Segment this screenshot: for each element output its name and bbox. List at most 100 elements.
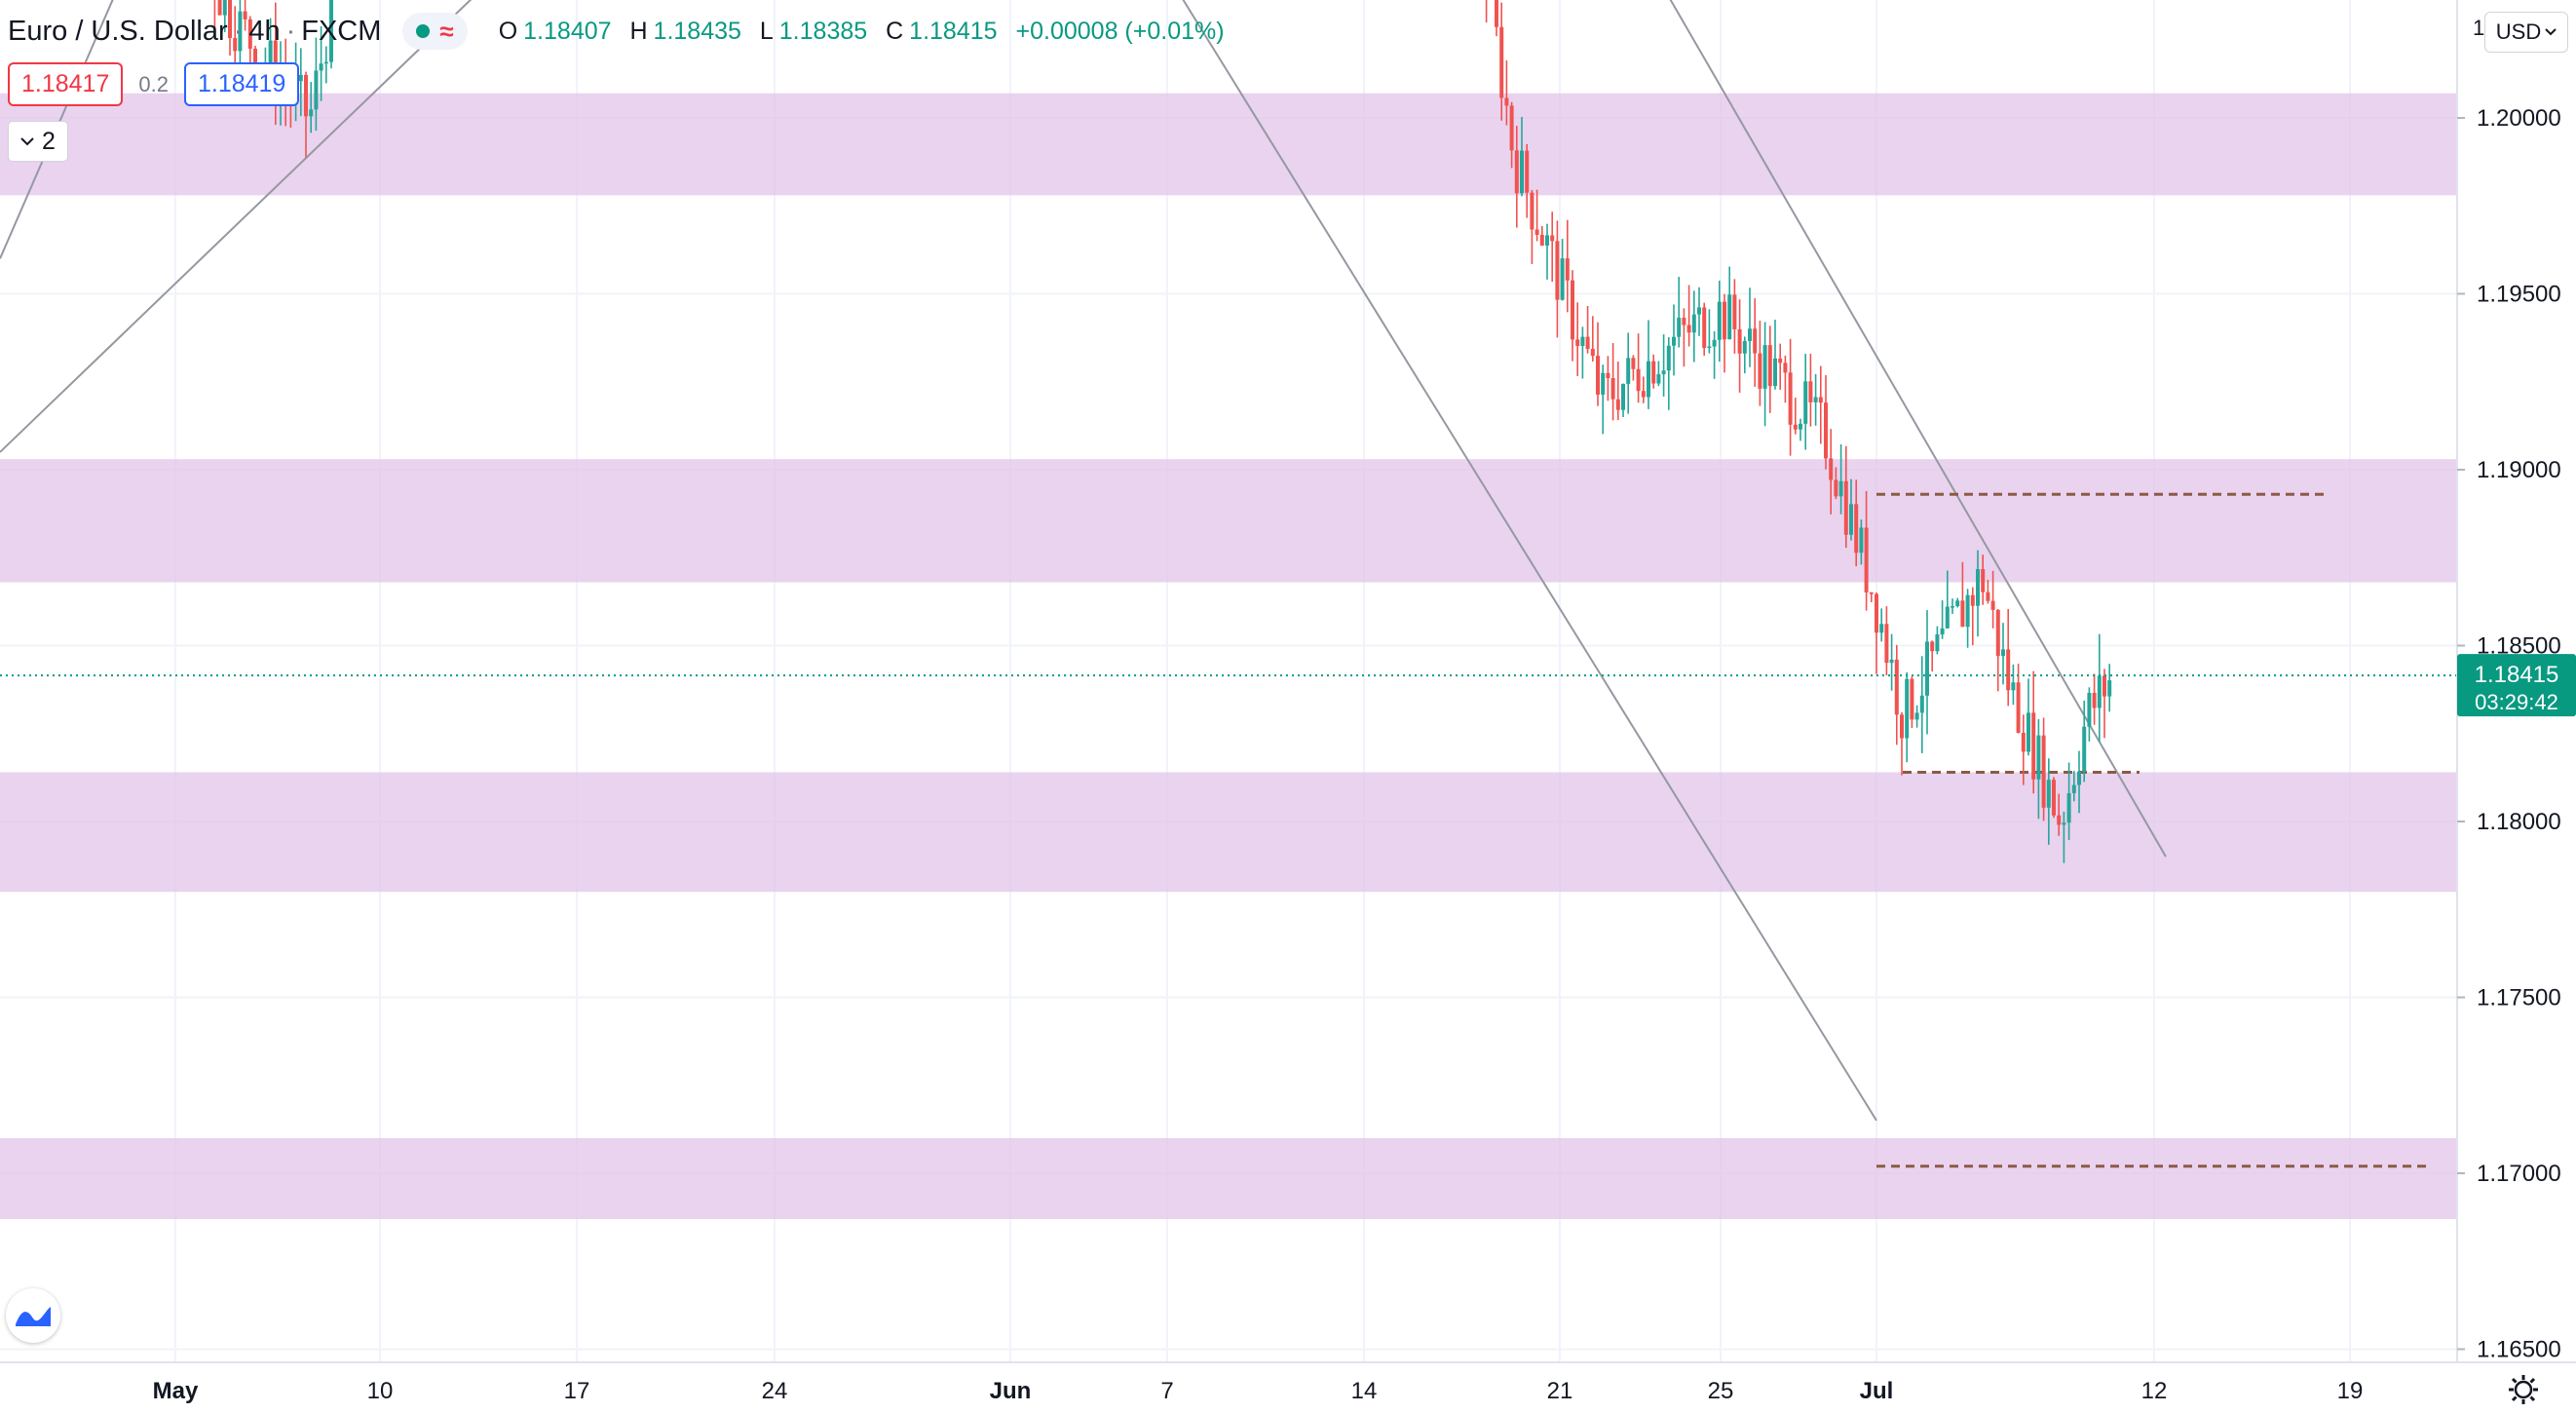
time-tick-label: 17 [564,1378,590,1404]
price-tick-label: 1.18000 [2477,809,2561,835]
candle-body [2087,693,2092,727]
candle-body [1767,345,1772,387]
interval[interactable]: 4h [248,15,281,47]
candle-body [309,109,314,117]
currency-selector[interactable]: USD [2484,12,2568,53]
collapse-indicators-button[interactable]: 2 [8,121,68,162]
candle-body [1712,339,1717,347]
candle-body [247,19,252,49]
candle-body [2006,649,2011,691]
candle-body [2027,712,2030,752]
price-zone [0,459,2457,583]
candle-body [1575,339,1580,347]
open-label: O [498,17,518,45]
candle-body [1590,349,1595,357]
candle-body [1864,527,1869,592]
candle-body [323,61,328,64]
sell-price-button[interactable]: 1.18417 [8,62,124,106]
time-tick-label: 21 [1547,1378,1573,1404]
candle-body [1788,372,1793,425]
trend-line [0,0,473,453]
dashed-levels[interactable] [1876,492,2429,1168]
candle-body [298,74,303,82]
candle-body [1686,325,1691,333]
candle-body [1534,229,1539,235]
candle-body [1834,479,1838,497]
chevron-down-icon [20,137,34,146]
candle-body [1955,600,1960,607]
candle-body [1869,592,1874,594]
candle-body [1970,594,1975,606]
candle-body [1758,353,1762,389]
price-axis[interactable]: 1.165001.170001.175001.180001.185001.190… [2456,0,2561,1363]
high-value: 1.18435 [653,17,741,45]
buy-price-button[interactable]: 1.18419 [183,62,300,106]
candle-body [1799,423,1802,430]
separator: · [285,15,296,47]
quote-panel: 1.18417 0.2 1.18419 [8,62,300,106]
candle-body [1621,383,1625,410]
candle-body [1539,234,1544,246]
candle-body [1525,150,1530,193]
candle-body [1884,624,1889,664]
candle-body [329,0,333,62]
candle-body [2021,733,2026,752]
candle-body [1951,606,1954,608]
candle-body [1935,634,1940,652]
chart-legend: Euro / U.S. Dollar · 4h · FXCM ≈ O 1.1840… [8,12,1231,51]
candle-body [1697,307,1701,315]
last-price-value: 1.18415 [2475,662,2559,688]
symbol-name[interactable]: Euro / U.S. Dollar [8,15,228,47]
candle-body [1793,424,1798,430]
candle-body [1495,0,1498,27]
candle-body [1585,336,1590,350]
candle-body [1677,318,1682,337]
time-tick-label: 10 [367,1378,394,1404]
candle-body [1940,628,1945,635]
spread-value: 0.2 [138,71,169,96]
price-tick-label: 1.17000 [2477,1161,2561,1187]
candle-body [1636,368,1641,392]
candle-body [1762,345,1767,389]
candle-body [1849,504,1853,535]
time-tick-label: Jun [990,1378,1032,1404]
price-tick-label: 1.19000 [2477,457,2561,483]
candle-body [2041,735,2046,808]
tradingview-logo[interactable] [6,1288,60,1343]
candle-body [1610,378,1615,400]
candle-body [1656,374,1661,384]
candle-body [1504,97,1509,106]
collapsed-count: 2 [42,127,56,155]
candle-body [1732,294,1737,329]
candle-body [1545,235,1549,246]
candle-body [1838,480,1843,497]
trend-lines[interactable] [0,0,2167,1122]
candle-body [2097,675,2102,708]
candle-body [1631,358,1636,369]
last-price-tag: 1.18415 03:29:42 [2457,654,2576,717]
price-tick-label: 1.17500 [2477,985,2561,1012]
trend-line [1669,0,2167,858]
candle-body [228,0,232,39]
candle-body [222,0,227,16]
candle-body [1813,397,1818,402]
settings-gear-icon[interactable] [2506,1372,2541,1407]
bar-countdown: 03:29:42 [2475,690,2558,714]
candle-body [1829,458,1834,480]
currency-label: USD [2495,19,2542,44]
candle-body [1919,695,1924,713]
candle-body [1682,318,1686,325]
candle-body [1843,480,1848,535]
time-axis[interactable]: May 10 17 24 Jun 7 14 21 25 Jul 12 19 [0,1361,2576,1404]
axis-stub-label: 1 [2473,16,2485,40]
status-pill[interactable]: ≈ [402,13,468,50]
candle-body [1910,678,1914,720]
candle-body [1748,328,1752,341]
candle-body [304,74,308,117]
candle-body [1965,594,1970,628]
separator: · [233,15,244,47]
candle-body [217,0,222,16]
change-value: +0.00008 (+0.01%) [1015,17,1225,45]
candle-body [1889,659,1894,664]
